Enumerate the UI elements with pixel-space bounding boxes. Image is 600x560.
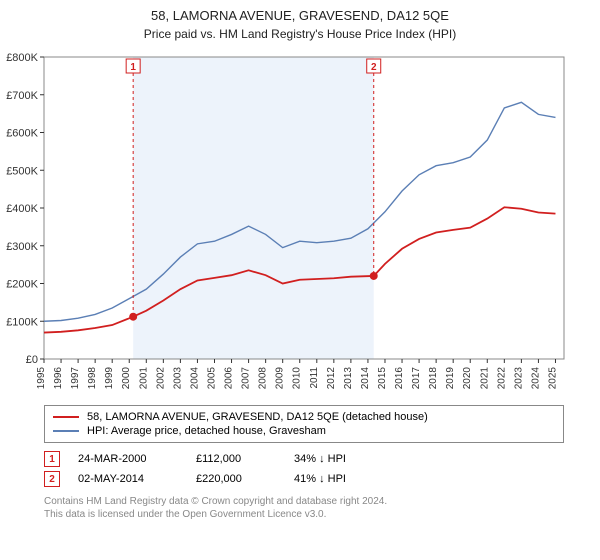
sales-table: 1 24-MAR-2000 £112,000 34% ↓ HPI 2 02-MA…: [44, 449, 564, 489]
svg-text:2001: 2001: [138, 367, 149, 390]
svg-text:2005: 2005: [206, 367, 217, 390]
svg-text:2015: 2015: [377, 367, 388, 390]
svg-text:£0: £0: [26, 354, 38, 366]
svg-text:2021: 2021: [479, 367, 490, 390]
svg-text:2024: 2024: [530, 367, 541, 390]
footer-line: This data is licensed under the Open Gov…: [44, 508, 564, 521]
svg-text:1998: 1998: [87, 367, 98, 390]
svg-text:2012: 2012: [326, 367, 337, 390]
legend-swatch: [53, 416, 79, 418]
svg-text:1997: 1997: [70, 367, 81, 390]
svg-text:1999: 1999: [104, 367, 115, 390]
svg-text:£500K: £500K: [6, 165, 38, 177]
svg-text:2017: 2017: [411, 367, 422, 390]
svg-text:1: 1: [130, 62, 136, 73]
svg-text:£700K: £700K: [6, 90, 38, 102]
svg-text:2014: 2014: [360, 367, 371, 390]
svg-text:1995: 1995: [36, 367, 47, 390]
svg-text:£200K: £200K: [6, 279, 38, 291]
svg-text:2022: 2022: [496, 367, 507, 390]
svg-text:2000: 2000: [121, 367, 132, 390]
sale-price: £220,000: [196, 473, 276, 485]
svg-text:2002: 2002: [155, 367, 166, 390]
page-subtitle: Price paid vs. HM Land Registry's House …: [0, 23, 600, 47]
svg-text:2: 2: [371, 62, 377, 73]
legend-item: HPI: Average price, detached house, Grav…: [53, 424, 555, 438]
sale-date: 02-MAY-2014: [78, 473, 178, 485]
footer: Contains HM Land Registry data © Crown c…: [44, 495, 564, 521]
sale-delta: 34% ↓ HPI: [294, 453, 384, 465]
legend-swatch: [53, 430, 79, 432]
svg-text:£600K: £600K: [6, 128, 38, 140]
sale-marker-icon: 2: [44, 471, 60, 487]
svg-text:£300K: £300K: [6, 241, 38, 253]
table-row: 1 24-MAR-2000 £112,000 34% ↓ HPI: [44, 449, 564, 469]
svg-text:2010: 2010: [292, 367, 303, 390]
svg-text:2019: 2019: [445, 367, 456, 390]
svg-text:2011: 2011: [309, 367, 320, 389]
svg-text:2008: 2008: [258, 367, 269, 390]
svg-text:2025: 2025: [547, 367, 558, 390]
sale-marker-icon: 1: [44, 451, 60, 467]
svg-text:2013: 2013: [343, 367, 354, 390]
legend-label: HPI: Average price, detached house, Grav…: [87, 425, 326, 437]
svg-text:2007: 2007: [241, 367, 252, 390]
svg-text:2016: 2016: [394, 367, 405, 390]
sale-delta: 41% ↓ HPI: [294, 473, 384, 485]
svg-text:2018: 2018: [428, 367, 439, 390]
svg-text:£800K: £800K: [6, 52, 38, 64]
svg-text:2006: 2006: [224, 367, 235, 390]
legend-item: 58, LAMORNA AVENUE, GRAVESEND, DA12 5QE …: [53, 410, 555, 424]
footer-line: Contains HM Land Registry data © Crown c…: [44, 495, 564, 508]
legend-label: 58, LAMORNA AVENUE, GRAVESEND, DA12 5QE …: [87, 411, 428, 423]
svg-text:£100K: £100K: [6, 316, 38, 328]
sale-date: 24-MAR-2000: [78, 453, 178, 465]
page-title: 58, LAMORNA AVENUE, GRAVESEND, DA12 5QE: [0, 0, 600, 23]
sale-price: £112,000: [196, 453, 276, 465]
svg-text:2003: 2003: [172, 367, 183, 390]
table-row: 2 02-MAY-2014 £220,000 41% ↓ HPI: [44, 469, 564, 489]
svg-text:2020: 2020: [462, 367, 473, 390]
price-chart: £0 £100K £200K £300K £400K £500K £600K £700K £80…: [0, 47, 600, 399]
legend: 58, LAMORNA AVENUE, GRAVESEND, DA12 5QE …: [44, 405, 564, 443]
svg-text:2009: 2009: [275, 367, 286, 390]
svg-text:2004: 2004: [189, 367, 200, 390]
svg-text:£400K: £400K: [6, 203, 38, 215]
svg-text:1996: 1996: [53, 367, 64, 390]
svg-text:2023: 2023: [513, 367, 524, 390]
